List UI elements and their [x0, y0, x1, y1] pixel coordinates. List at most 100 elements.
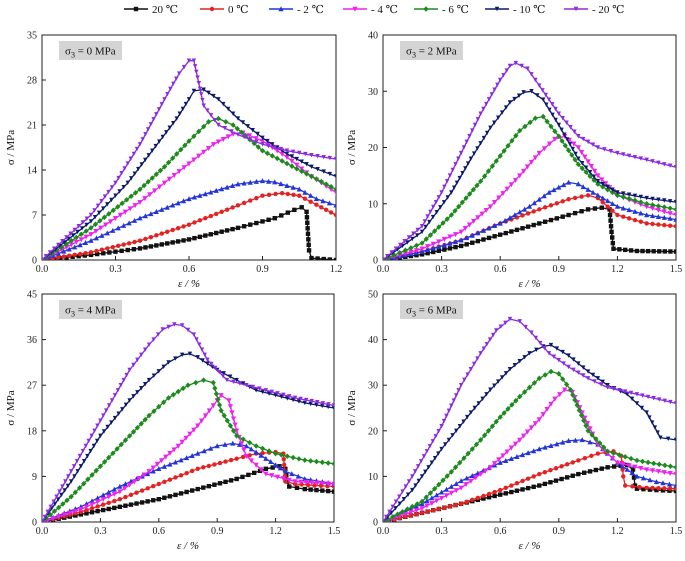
series-4 [42, 377, 334, 522]
data-point [590, 372, 596, 378]
data-point [419, 506, 425, 512]
data-point [333, 212, 336, 218]
data-point [303, 479, 309, 485]
data-point [667, 211, 673, 217]
data-point [186, 196, 192, 202]
data-point [98, 433, 103, 439]
data-point [644, 195, 649, 201]
data-point [327, 171, 333, 177]
data-point [564, 137, 570, 142]
data-point [484, 130, 490, 136]
data-point [628, 455, 634, 462]
data-point [546, 189, 552, 195]
data-point [599, 205, 604, 210]
data-point [79, 226, 85, 231]
data-point [503, 105, 509, 110]
data-point [578, 412, 585, 419]
data-point [117, 483, 123, 489]
data-point [471, 218, 477, 224]
data-point [206, 118, 212, 125]
series-2 [42, 178, 336, 260]
data-point [471, 361, 477, 367]
data-point [100, 502, 106, 507]
data-point [616, 452, 622, 458]
data-point [492, 461, 498, 467]
x-tick-label: 1.5 [670, 264, 683, 275]
data-point [391, 252, 397, 258]
data-point [72, 244, 78, 250]
data-point [402, 247, 408, 254]
data-point [644, 467, 650, 473]
data-point [145, 499, 150, 504]
data-point [146, 377, 152, 383]
data-point [453, 481, 459, 487]
data-point [662, 249, 668, 254]
series-5 [42, 351, 334, 522]
data-point [134, 424, 140, 431]
data-point [243, 443, 249, 449]
data-point [309, 153, 314, 158]
data-point [448, 490, 454, 496]
data-point [432, 455, 438, 461]
data-point [660, 480, 666, 486]
data-point [579, 194, 584, 199]
data-point [634, 392, 640, 397]
data-point [166, 360, 171, 365]
data-point [548, 123, 554, 130]
data-point [436, 243, 442, 249]
series-0 [383, 205, 676, 260]
data-point [116, 175, 121, 181]
data-point [508, 445, 514, 451]
data-point [101, 206, 106, 211]
data-point [319, 459, 325, 466]
data-point [132, 239, 137, 245]
data-point [72, 252, 77, 258]
data-point [240, 454, 246, 460]
y-tick-label: 36 [27, 335, 37, 346]
legend-marker [573, 6, 579, 12]
data-point [480, 396, 485, 402]
data-point [304, 209, 309, 214]
data-point [454, 428, 459, 433]
data-point [406, 235, 412, 240]
series-line [383, 90, 676, 260]
data-point [536, 446, 542, 452]
data-point [537, 221, 542, 226]
legend-label: - 10 ℃ [513, 4, 545, 16]
data-point [489, 92, 495, 97]
data-point [297, 150, 302, 156]
data-point [414, 501, 420, 507]
data-point [608, 218, 613, 223]
data-point [135, 357, 140, 363]
data-point [302, 189, 308, 195]
data-point [292, 479, 298, 485]
legend-item: 20 ℃ [124, 4, 178, 16]
data-point [576, 370, 581, 375]
data-point [161, 364, 166, 370]
data-point [224, 184, 230, 190]
data-point [153, 171, 159, 178]
data-point [496, 195, 502, 201]
chart-title: σ3 = 2 MPa [406, 46, 457, 60]
data-point [289, 158, 295, 164]
data-point [99, 199, 104, 204]
data-point [570, 146, 575, 152]
data-point [314, 487, 319, 493]
data-point [415, 464, 421, 469]
data-point [234, 377, 239, 383]
data-point [313, 196, 319, 202]
data-point [644, 221, 649, 226]
data-point [164, 130, 169, 135]
data-point [294, 162, 300, 168]
data-point [155, 332, 161, 337]
data-point [632, 193, 638, 199]
data-point [609, 235, 615, 240]
data-point [93, 235, 100, 241]
data-point [284, 151, 290, 157]
data-point [656, 160, 661, 165]
data-point [442, 184, 447, 190]
data-point [281, 462, 287, 467]
data-point [180, 198, 187, 204]
data-point [231, 379, 236, 385]
data-point [73, 234, 79, 241]
